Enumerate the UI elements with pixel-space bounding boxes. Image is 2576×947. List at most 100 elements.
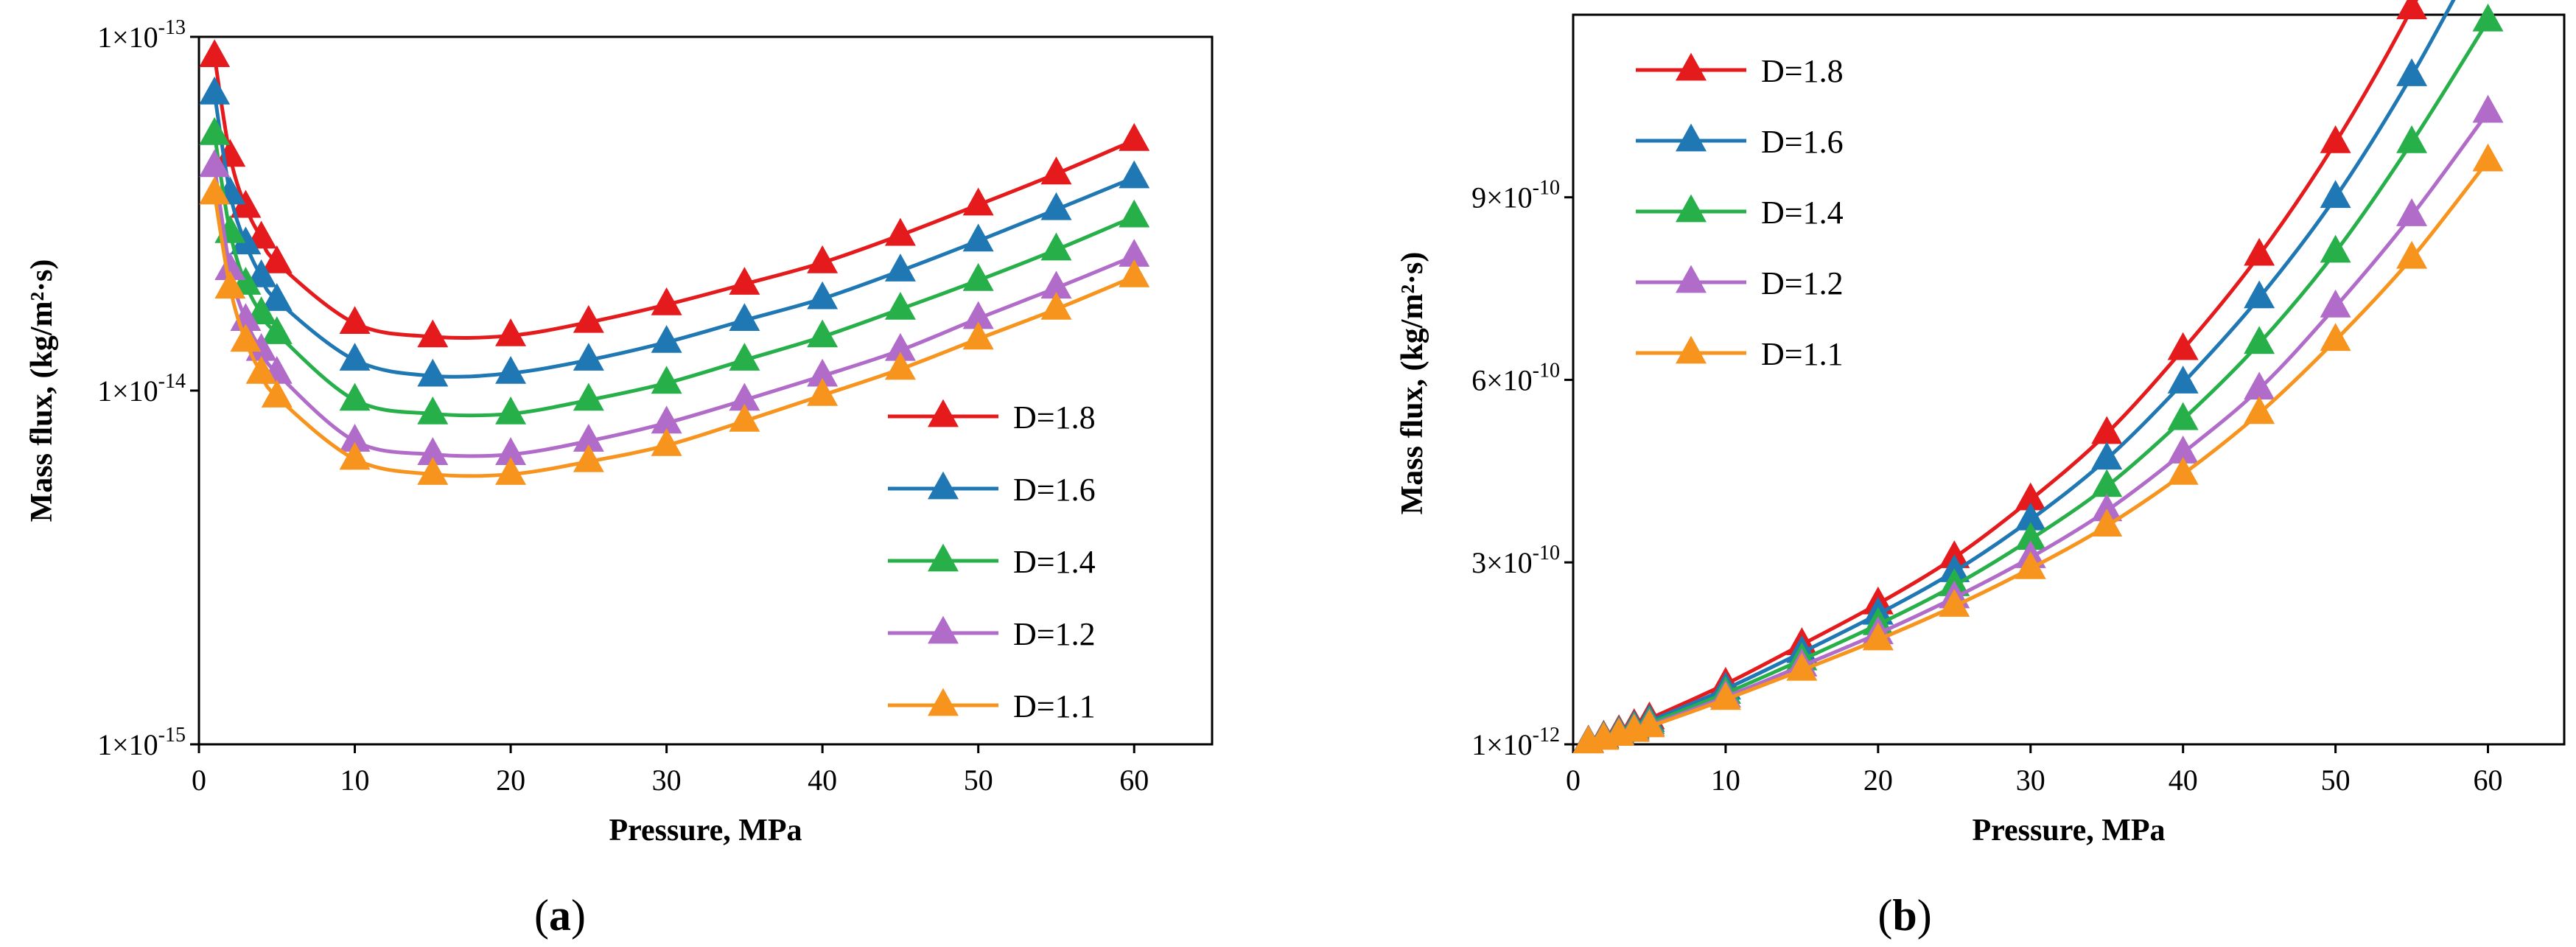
data-point-D=1.1 <box>1119 259 1150 287</box>
y-tick-label: 3×10-10 <box>1471 542 1560 579</box>
data-point-D=1.1 <box>729 403 760 432</box>
data-point-D=1.2 <box>2167 436 2199 464</box>
data-point-D=1.2 <box>495 437 527 465</box>
data-point-D=1.2 <box>1040 270 1072 299</box>
x-tick-label: 50 <box>2321 763 2351 797</box>
x-tick-label: 20 <box>496 763 525 797</box>
legend-label: D=1.2 <box>1761 265 1844 301</box>
legend-swatch-marker <box>928 543 959 572</box>
data-point-D=1.4 <box>2320 234 2351 263</box>
data-point-D=1.2 <box>2244 371 2275 400</box>
data-point-D=1.6 <box>573 343 604 371</box>
data-point-D=1.2 <box>651 405 682 434</box>
series-line-D=1.8 <box>212 56 1135 340</box>
legend-swatch-marker <box>1676 265 1707 293</box>
data-point-D=1.6 <box>729 303 760 332</box>
data-point-D=1.2 <box>2091 493 2123 522</box>
data-point-D=1.2 <box>199 149 231 178</box>
data-point-D=1.8 <box>261 245 293 273</box>
data-point-D=1.6 <box>417 358 449 387</box>
data-point-D=1.8 <box>417 319 449 348</box>
data-point-D=1.8 <box>1939 540 1970 568</box>
data-point-D=1.6 <box>199 76 231 105</box>
data-point-D=1.1 <box>214 270 246 299</box>
legend-label: D=1.6 <box>1761 124 1844 160</box>
data-point-D=1.1 <box>230 324 262 352</box>
data-point-D=1.4 <box>199 116 231 145</box>
data-point-D=1.1 <box>2244 396 2275 424</box>
legend-label: D=1.1 <box>1013 688 1096 724</box>
data-point-D=1.6 <box>2015 502 2046 531</box>
data-point-D=1.6 <box>807 281 839 310</box>
data-point-D=1.8 <box>807 245 839 273</box>
data-point-D=1.8 <box>230 189 262 218</box>
x-tick-label: 20 <box>1863 763 1893 797</box>
data-point-D=1.4 <box>1119 199 1150 228</box>
legend-label: D=1.4 <box>1013 544 1096 580</box>
x-tick-label: 60 <box>1119 763 1149 797</box>
data-point-D=1.6 <box>884 254 916 282</box>
x-tick-label: 40 <box>2169 763 2198 797</box>
legend-swatch-marker <box>1676 335 1707 364</box>
data-point-D=1.6 <box>1040 192 1072 220</box>
data-point-D=1.1 <box>245 355 277 384</box>
data-point-D=1.2 <box>417 437 449 465</box>
data-point-D=1.1 <box>807 377 839 406</box>
data-point-D=1.2 <box>214 252 246 281</box>
legend-label: D=1.6 <box>1013 472 1096 508</box>
legend-swatch-marker <box>928 399 959 427</box>
data-point-D=1.6 <box>261 283 293 311</box>
data-point-D=1.8 <box>1040 156 1072 185</box>
data-point-D=1.6 <box>230 226 262 255</box>
data-point-D=1.1 <box>1862 622 1894 651</box>
legend-label: D=1.8 <box>1013 399 1096 436</box>
data-point-D=1.1 <box>339 441 371 470</box>
data-point-D=1.1 <box>651 427 682 456</box>
data-point-D=1.6 <box>2167 366 2199 394</box>
x-tick-label: 60 <box>2474 763 2503 797</box>
data-point-D=1.1 <box>2320 323 2351 352</box>
x-tick-label: 0 <box>1566 763 1581 797</box>
data-point-D=1.4 <box>651 366 682 394</box>
legend-label: D=1.1 <box>1761 336 1844 372</box>
data-point-D=1.4 <box>2472 3 2504 32</box>
series-line-D=1.1 <box>212 193 1135 478</box>
data-point-D=1.8 <box>495 318 527 346</box>
data-point-D=1.1 <box>2015 551 2046 579</box>
data-point-D=1.4 <box>2244 326 2275 354</box>
x-axis-label: Pressure, MPa <box>1972 814 2165 848</box>
data-point-D=1.2 <box>2472 94 2504 123</box>
legend-label: D=1.4 <box>1761 195 1844 231</box>
data-point-D=1.2 <box>339 424 371 452</box>
data-point-D=1.8 <box>2320 125 2351 153</box>
data-point-D=1.2 <box>2320 289 2351 318</box>
chart-panel-b: 0 10 20 30 40 50 60 1×10-12 3×10-10 6×10-10 9×10-1… <box>1396 0 2566 940</box>
data-point-D=1.1 <box>261 380 293 408</box>
data-point-D=1.1 <box>1634 709 1665 738</box>
y-tick-label: 1×10-12 <box>1471 724 1560 761</box>
series-line-D=1.4 <box>1588 19 2490 744</box>
data-point-D=1.6 <box>651 324 682 353</box>
panel-label: (b) <box>1877 891 1931 940</box>
data-point-D=1.2 <box>2396 198 2428 226</box>
data-point-D=1.1 <box>962 321 994 350</box>
y-axis-label: Mass flux, (kg/m²·s) <box>1396 252 1429 515</box>
data-point-D=1.8 <box>2244 237 2275 266</box>
x-tick-label: 50 <box>964 763 993 797</box>
y-tick-label: 1×10-13 <box>97 16 186 54</box>
data-point-D=1.4 <box>2167 402 2199 430</box>
legend-swatch-marker <box>928 471 959 500</box>
data-point-D=1.6 <box>495 355 527 384</box>
legend-swatch-marker <box>928 615 959 644</box>
x-tick-label: 30 <box>652 763 682 797</box>
y-tick-label: 1×10-14 <box>97 370 186 408</box>
data-point-D=1.1 <box>2091 509 2123 537</box>
data-point-D=1.8 <box>214 139 246 167</box>
data-point-D=1.8 <box>884 217 916 246</box>
data-point-D=1.6 <box>245 259 277 287</box>
legend-label: D=1.2 <box>1013 616 1096 652</box>
data-point-D=1.4 <box>339 382 371 411</box>
data-point-D=1.6 <box>1119 160 1150 189</box>
data-point-D=1.8 <box>2091 416 2123 444</box>
